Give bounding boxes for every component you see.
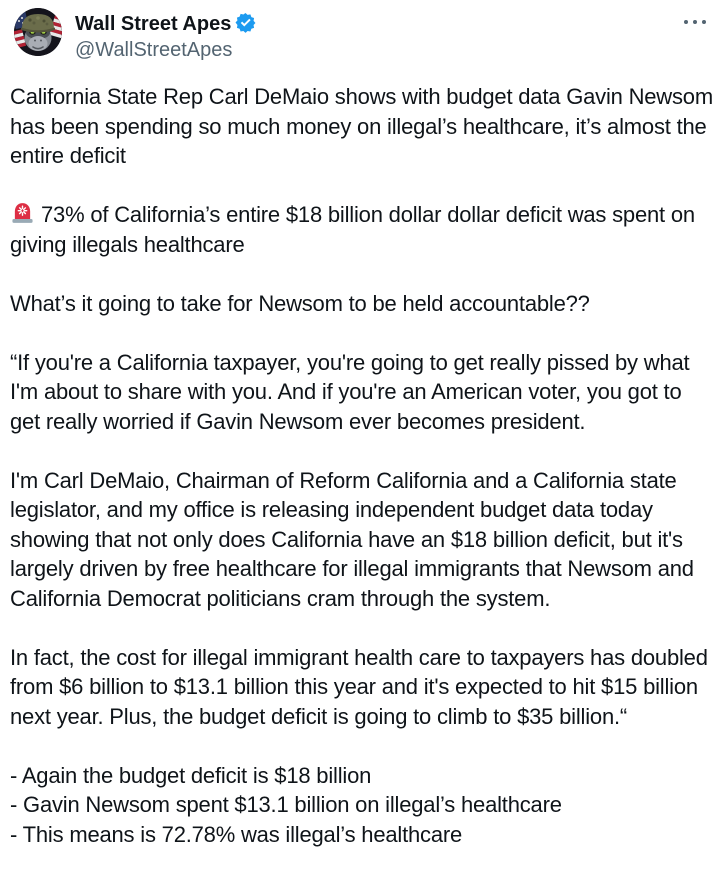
tweet-paragraph: In fact, the cost for illegal immigrant … [10, 644, 708, 729]
tweet-post: Wall Street Apes @WallStreetApes Califor… [0, 0, 726, 849]
more-dot [702, 20, 706, 24]
tweet-body: California State Rep Carl DeMaio shows w… [0, 63, 726, 849]
tweet-paragraph: I'm Carl DeMaio, Chairman of Reform Cali… [10, 467, 694, 611]
list-line: - This means is 72.78% was illegal’s hea… [10, 821, 463, 847]
police-car-light-emoji [12, 203, 33, 223]
handle[interactable]: @WallStreetApes [75, 39, 233, 61]
avatar[interactable] [14, 8, 62, 56]
more-dot [693, 20, 697, 24]
verified-badge-icon[interactable] [235, 12, 256, 38]
display-name[interactable]: Wall Street Apes [75, 12, 232, 35]
more-options-icon[interactable] [682, 16, 708, 28]
list-line: - Gavin Newsom spent $13.1 billion on il… [10, 792, 562, 817]
tweet-paragraph: “If you're a California taxpayer, you're… [10, 349, 690, 434]
more-dot [684, 20, 688, 24]
author-block: Wall Street Apes @WallStreetApes [75, 8, 256, 63]
tweet-paragraph-text: 73% of California’s entire $18 billion d… [10, 202, 695, 257]
author-name-row: Wall Street Apes [75, 10, 256, 38]
tweet-paragraph: What’s it going to take for Newsom to be… [10, 290, 590, 316]
tweet-paragraph-list: - Again the budget deficit is $18 billio… [10, 761, 714, 850]
tweet-paragraph: California State Rep Carl DeMaio shows w… [10, 84, 713, 168]
tweet-header: Wall Street Apes @WallStreetApes [0, 0, 726, 63]
tweet-paragraph: 73% of California’s entire $18 billion d… [10, 200, 714, 259]
ape-avatar-image [14, 8, 62, 56]
list-line: - Again the budget deficit is $18 billio… [10, 762, 372, 788]
